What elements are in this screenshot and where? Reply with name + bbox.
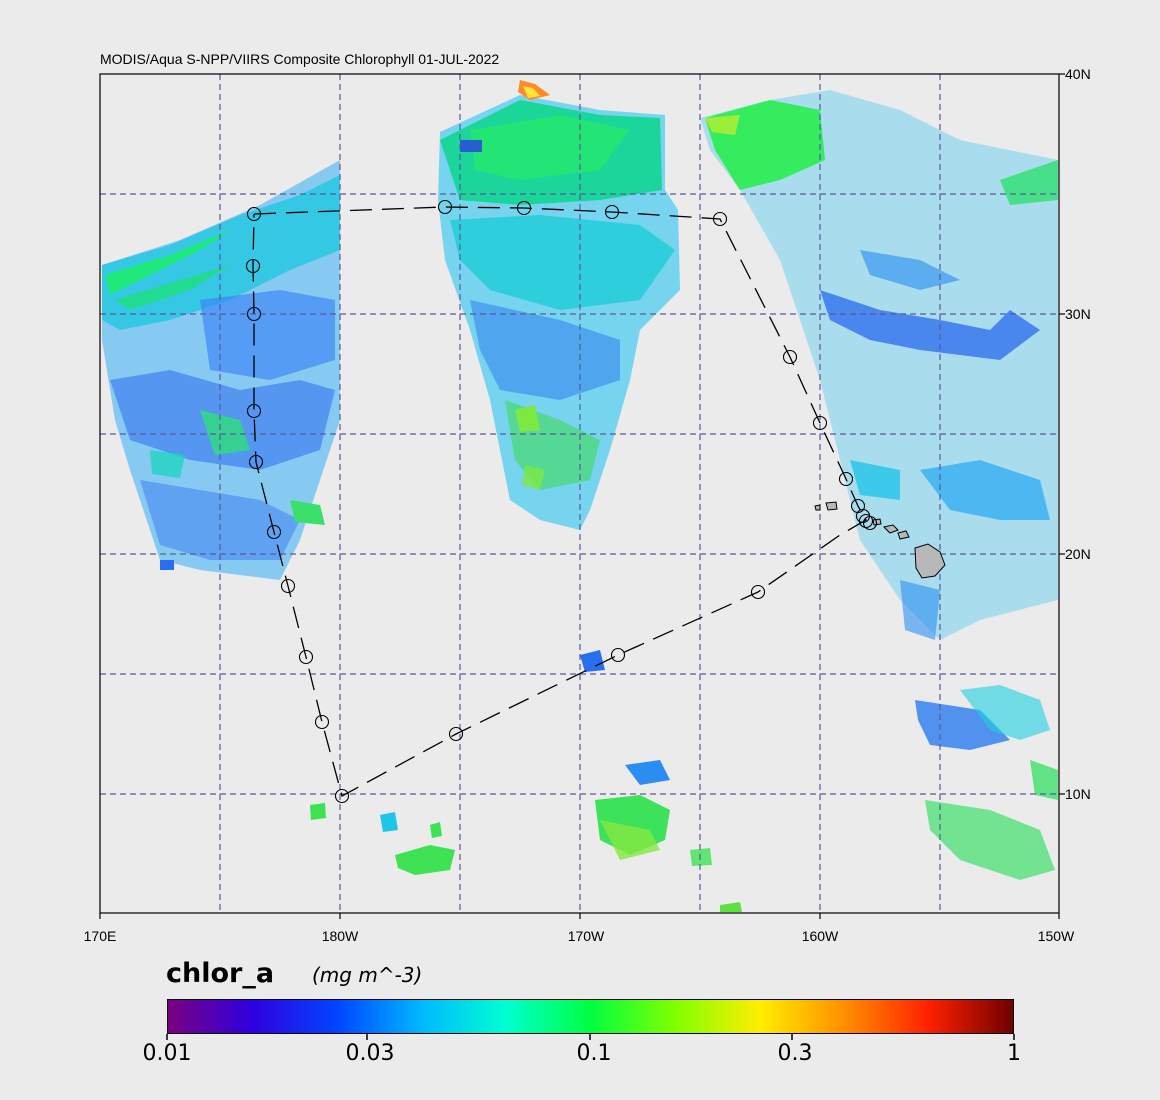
colorbar-tick-label: 0.3 <box>777 1041 813 1066</box>
colorbar-tick-label: 0.01 <box>142 1041 192 1066</box>
y-tick-label: 40N <box>1065 66 1091 82</box>
colorbar-tick-label: 0.1 <box>576 1041 612 1066</box>
colorbar-units: (mg m^-3) <box>312 963 423 987</box>
map-title: MODIS/Aqua S-NPP/VIIRS Composite Chlorop… <box>100 51 500 67</box>
colorbar-tick-label: 0.03 <box>345 1041 395 1066</box>
y-tick-label: 20N <box>1065 546 1091 562</box>
x-tick-label: 170E <box>84 928 117 944</box>
southern-patches <box>310 650 742 912</box>
hawaii-land <box>814 501 946 579</box>
right-swath <box>700 90 1058 880</box>
colorbar-tick-label: 1 <box>1007 1041 1021 1066</box>
colorbar <box>167 999 1014 1034</box>
x-tick-label: 150W <box>1038 928 1075 944</box>
x-tick-label: 180W <box>322 928 359 944</box>
x-tick-label: 160W <box>802 928 839 944</box>
cruise-track <box>252 206 867 797</box>
y-tick-label: 10N <box>1065 786 1091 802</box>
x-tick-label: 170W <box>568 928 605 944</box>
middle-swath <box>438 80 680 530</box>
y-tick-label: 30N <box>1065 306 1091 322</box>
colorbar-variable: chlor_a <box>166 958 275 989</box>
left-swath <box>102 160 340 580</box>
axis-ticks <box>99 73 1065 919</box>
chlorophyll-data-layer <box>102 80 1058 912</box>
track-stations <box>245 199 878 804</box>
